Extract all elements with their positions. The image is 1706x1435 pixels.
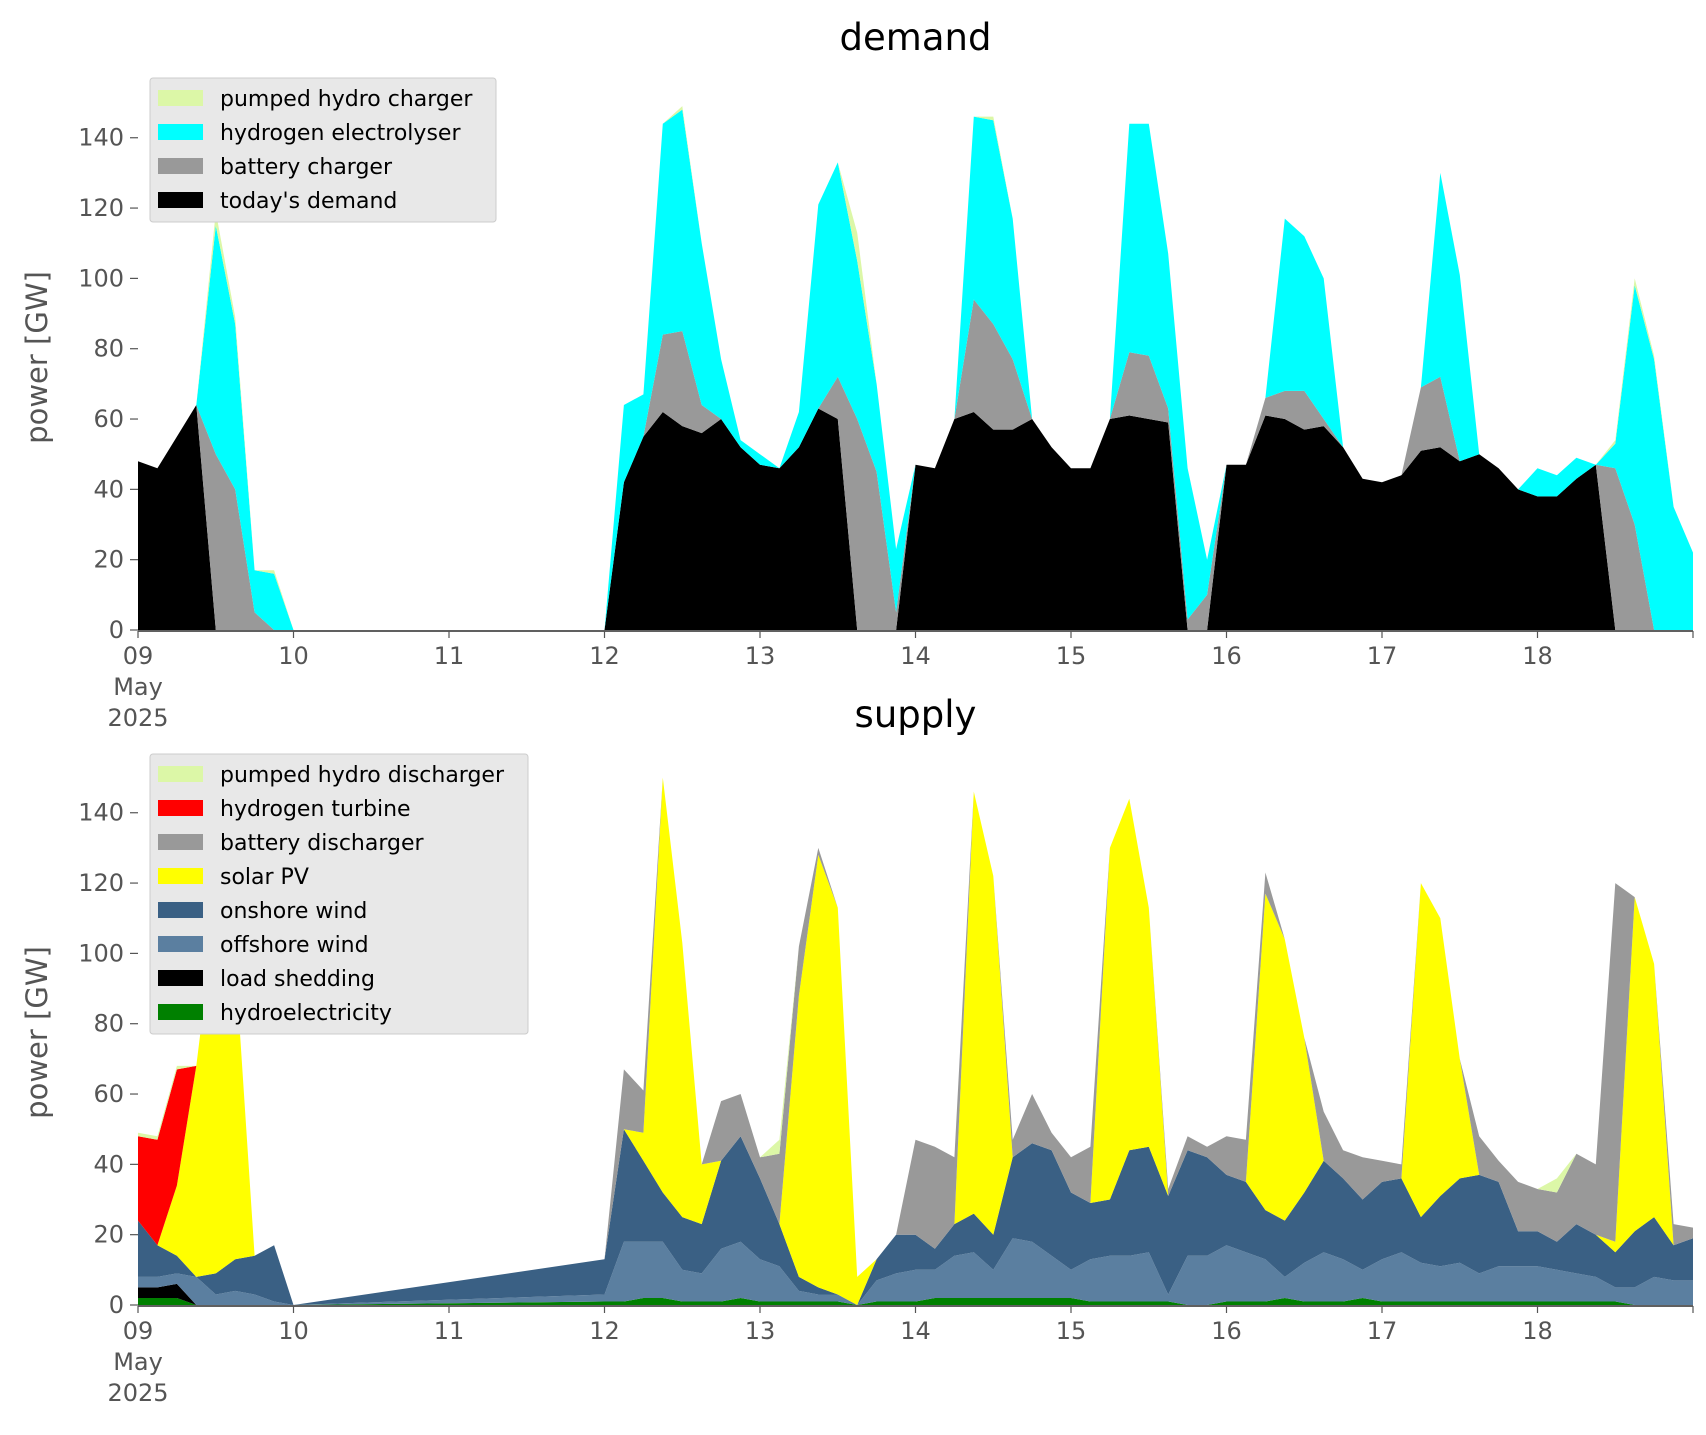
y-tick-label: 100 [78,264,124,292]
legend-swatch [158,124,203,140]
series-area-solar-pv [138,777,1693,1305]
series-area-today-s-demand [138,405,1693,630]
y-tick-label: 40 [93,1150,124,1178]
legend-box [149,753,529,1035]
x-tick-label: 17 [1367,1317,1398,1345]
legend-label: onshore wind [220,899,367,924]
chart-title: demand [840,16,992,59]
x-tick-label: 11 [434,642,465,670]
legend-swatch [158,192,203,208]
x-tick-label: 14 [900,1317,931,1345]
series-area-hydrogen-electrolyser [138,109,1693,631]
legend-swatch [158,902,203,918]
y-tick-label: 0 [109,1291,124,1319]
legend-swatch [158,1004,203,1020]
series-areas [138,106,1693,631]
legend-label: battery discharger [220,831,425,856]
y-tick-label: 20 [93,1221,124,1249]
x-tick-label: 12 [589,642,620,670]
series-area-battery-discharger [138,777,1693,1305]
legend: pumped hydro discharger hydrogen turbine b… [149,753,529,1035]
x-tick-label: 13 [745,1317,776,1345]
y-tick-label: 80 [93,335,124,363]
x-tick-label: 09 [123,1317,154,1345]
x-tick-label: 2025 [107,1379,168,1407]
series-area-offshore-wind [138,1238,1693,1305]
y-tick-label: 80 [93,1010,124,1038]
legend-swatch [158,766,203,782]
x-tick-label: 15 [1056,1317,1087,1345]
x-tick-label: 17 [1367,642,1398,670]
y-axis-label: power [GW] [20,271,54,444]
x-tick-label: May [113,673,163,701]
legend-swatch [158,970,203,986]
legend: pumped hydro charger hydrogen electrolyse… [149,77,497,223]
legend-label: pumped hydro discharger [220,763,505,788]
legend-swatch [158,936,203,952]
x-tick-label: 13 [745,642,776,670]
series-area-onshore-wind [138,1129,1693,1305]
chart-title: supply [855,693,977,736]
x-tick-label: 15 [1056,642,1087,670]
legend-box [149,77,497,223]
y-tick-label: 60 [93,1080,124,1108]
y-tick-label: 100 [78,939,124,967]
series-areas [138,777,1693,1305]
y-tick-label: 0 [109,616,124,644]
y-axis-label: power [GW] [20,946,54,1119]
x-tick-label: 09 [123,642,154,670]
x-tick-label: 11 [434,1317,465,1345]
legend-label: load shedding [220,967,375,992]
chart-panel-supply: supply 09 May 2025 10 11 12 13 14 15 16 17 18 0 20 40 60… [20,693,1694,1407]
legend-label: pumped hydro charger [220,87,473,112]
y-tick-label: 140 [78,799,124,827]
x-tick-label: 12 [589,1317,620,1345]
legend-label: battery charger [220,155,393,180]
y-tick-label: 60 [93,405,124,433]
x-tick-label: 10 [278,1317,309,1345]
y-tick-label: 140 [78,124,124,152]
legend-label: today's demand [220,189,397,214]
x-tick-label: 16 [1211,642,1242,670]
legend-swatch [158,90,203,106]
x-tick-label: 18 [1522,642,1553,670]
x-tick-label: 10 [278,642,309,670]
legend-label: hydrogen turbine [220,797,411,822]
legend-label: solar PV [220,865,309,890]
legend-label: hydroelectricity [220,1001,392,1026]
y-tick-label: 120 [78,869,124,897]
legend-swatch [158,834,203,850]
legend-label: offshore wind [220,933,369,958]
x-tick-label: 2025 [107,704,168,732]
legend-swatch [158,800,203,816]
legend-swatch [158,868,203,884]
legend-swatch [158,158,203,174]
x-tick-label: May [113,1348,163,1376]
legend-label: hydrogen electrolyser [220,121,461,146]
x-tick-label: 14 [900,642,931,670]
y-tick-label: 40 [93,475,124,503]
y-tick-label: 120 [78,194,124,222]
chart-panel-demand: demand 09 May 2025 10 11 12 13 14 15 16 17 18 0 20 40 60… [20,16,1694,732]
y-tick-label: 20 [93,546,124,574]
x-tick-label: 16 [1211,1317,1242,1345]
x-tick-label: 18 [1522,1317,1553,1345]
